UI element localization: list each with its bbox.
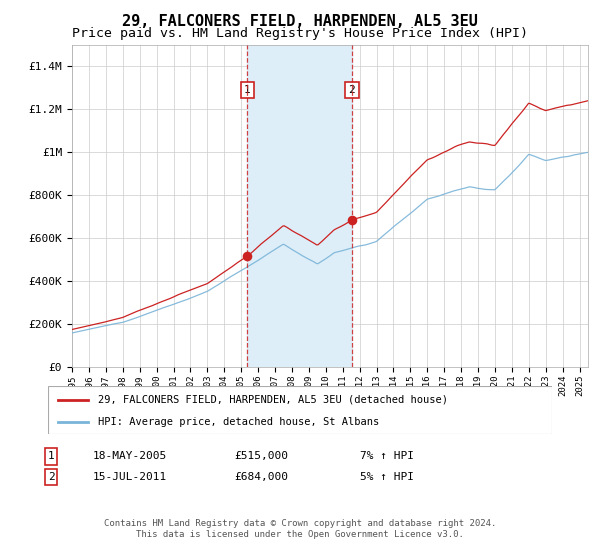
Text: Contains HM Land Registry data © Crown copyright and database right 2024.
This d: Contains HM Land Registry data © Crown c… (104, 520, 496, 539)
Text: 2: 2 (349, 85, 355, 95)
Text: 18-MAY-2005: 18-MAY-2005 (93, 451, 167, 461)
Text: HPI: Average price, detached house, St Albans: HPI: Average price, detached house, St A… (98, 417, 380, 427)
Text: 5% ↑ HPI: 5% ↑ HPI (360, 472, 414, 482)
Text: 1: 1 (244, 85, 251, 95)
Text: 15-JUL-2011: 15-JUL-2011 (93, 472, 167, 482)
Text: £684,000: £684,000 (234, 472, 288, 482)
Text: 1: 1 (47, 451, 55, 461)
Text: 29, FALCONERS FIELD, HARPENDEN, AL5 3EU (detached house): 29, FALCONERS FIELD, HARPENDEN, AL5 3EU … (98, 395, 448, 405)
Text: £515,000: £515,000 (234, 451, 288, 461)
Text: 7% ↑ HPI: 7% ↑ HPI (360, 451, 414, 461)
Text: 29, FALCONERS FIELD, HARPENDEN, AL5 3EU: 29, FALCONERS FIELD, HARPENDEN, AL5 3EU (122, 14, 478, 29)
Bar (247, 45, 352, 367)
Point (242, 252, 252, 261)
Text: 2: 2 (47, 472, 55, 482)
Point (347, 216, 356, 225)
Text: Price paid vs. HM Land Registry's House Price Index (HPI): Price paid vs. HM Land Registry's House … (72, 27, 528, 40)
